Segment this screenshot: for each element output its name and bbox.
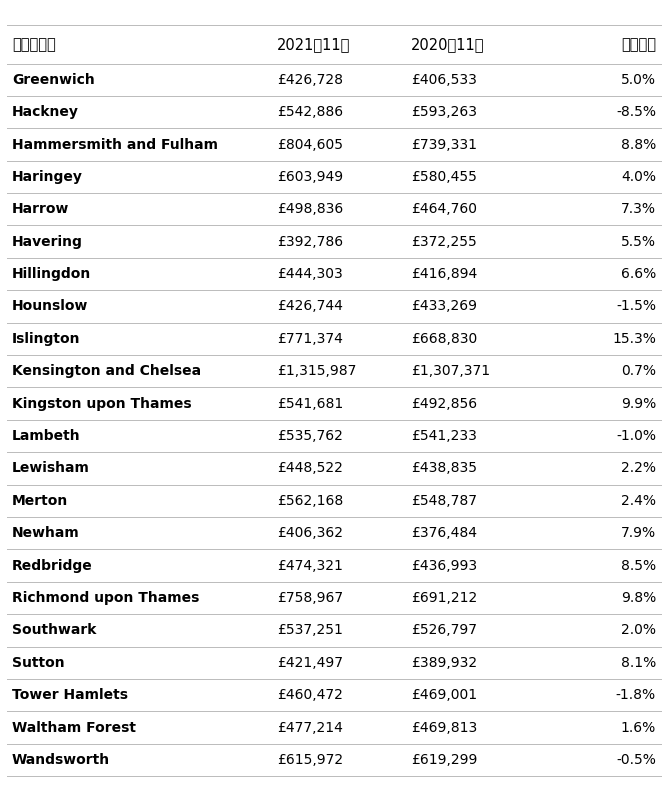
Text: 房价变化: 房价变化 (621, 37, 656, 52)
Text: £421,497: £421,497 (277, 656, 343, 670)
Text: £406,362: £406,362 (277, 526, 343, 540)
Text: £619,299: £619,299 (411, 753, 477, 767)
Text: Haringey: Haringey (12, 170, 83, 184)
Text: £438,835: £438,835 (411, 461, 477, 476)
Text: £376,484: £376,484 (411, 526, 477, 540)
Text: £498,836: £498,836 (277, 202, 343, 216)
Text: Southwark: Southwark (12, 623, 96, 638)
Text: £460,472: £460,472 (277, 688, 343, 702)
Text: -1.5%: -1.5% (616, 299, 656, 314)
Text: -0.5%: -0.5% (616, 753, 656, 767)
Text: £526,797: £526,797 (411, 623, 477, 638)
Text: £739,331: £739,331 (411, 137, 477, 152)
Text: Lambeth: Lambeth (12, 429, 81, 443)
Text: Redbridge: Redbridge (12, 559, 93, 572)
Text: 2.2%: 2.2% (621, 461, 656, 476)
Text: £542,886: £542,886 (277, 105, 343, 119)
Text: Hillingdon: Hillingdon (12, 267, 92, 281)
Text: Newham: Newham (12, 526, 79, 540)
Text: 5.5%: 5.5% (621, 235, 656, 249)
Text: £535,762: £535,762 (277, 429, 343, 443)
Text: £469,813: £469,813 (411, 721, 477, 734)
Text: 0.7%: 0.7% (621, 364, 656, 378)
Text: 7.9%: 7.9% (621, 526, 656, 540)
Text: £691,212: £691,212 (411, 591, 477, 605)
Text: 2021年11月: 2021年11月 (277, 37, 351, 52)
Text: £448,522: £448,522 (277, 461, 343, 476)
Text: Sutton: Sutton (12, 656, 65, 670)
Text: £541,233: £541,233 (411, 429, 477, 443)
Text: Kensington and Chelsea: Kensington and Chelsea (12, 364, 201, 378)
Text: 9.8%: 9.8% (621, 591, 656, 605)
Text: 伦敦行政区: 伦敦行政区 (12, 37, 55, 52)
Text: 1.6%: 1.6% (621, 721, 656, 734)
Text: Harrow: Harrow (12, 202, 69, 216)
Text: -8.5%: -8.5% (616, 105, 656, 119)
Text: Havering: Havering (12, 235, 83, 249)
Text: -1.8%: -1.8% (616, 688, 656, 702)
Text: £433,269: £433,269 (411, 299, 477, 314)
Text: £477,214: £477,214 (277, 721, 343, 734)
Text: £444,303: £444,303 (277, 267, 343, 281)
Text: £615,972: £615,972 (277, 753, 343, 767)
Text: £426,728: £426,728 (277, 73, 343, 87)
Text: Merton: Merton (12, 494, 68, 508)
Text: -1.0%: -1.0% (616, 429, 656, 443)
Text: 8.8%: 8.8% (621, 137, 656, 152)
Text: £1,307,371: £1,307,371 (411, 364, 490, 378)
Text: £389,932: £389,932 (411, 656, 477, 670)
Text: £562,168: £562,168 (277, 494, 343, 508)
Text: Hounslow: Hounslow (12, 299, 88, 314)
Text: Islington: Islington (12, 332, 81, 346)
Text: Richmond upon Thames: Richmond upon Thames (12, 591, 200, 605)
Text: Greenwich: Greenwich (12, 73, 95, 87)
Text: £593,263: £593,263 (411, 105, 477, 119)
Text: £580,455: £580,455 (411, 170, 477, 184)
Text: 8.1%: 8.1% (621, 656, 656, 670)
Text: £548,787: £548,787 (411, 494, 477, 508)
Text: £426,744: £426,744 (277, 299, 343, 314)
Text: Waltham Forest: Waltham Forest (12, 721, 136, 734)
Text: £541,681: £541,681 (277, 397, 343, 410)
Text: £492,856: £492,856 (411, 397, 477, 410)
Text: 2.4%: 2.4% (621, 494, 656, 508)
Text: £392,786: £392,786 (277, 235, 343, 249)
Text: Hackney: Hackney (12, 105, 79, 119)
Text: Lewisham: Lewisham (12, 461, 90, 476)
Text: £436,993: £436,993 (411, 559, 477, 572)
Text: £464,760: £464,760 (411, 202, 477, 216)
Text: 2020年11月: 2020年11月 (411, 37, 484, 52)
Text: 4.0%: 4.0% (621, 170, 656, 184)
Text: 7.3%: 7.3% (621, 202, 656, 216)
Text: 2.0%: 2.0% (621, 623, 656, 638)
Text: £537,251: £537,251 (277, 623, 343, 638)
Text: 6.6%: 6.6% (621, 267, 656, 281)
Text: Hammersmith and Fulham: Hammersmith and Fulham (12, 137, 218, 152)
Text: £406,533: £406,533 (411, 73, 477, 87)
Text: 15.3%: 15.3% (612, 332, 656, 346)
Text: £372,255: £372,255 (411, 235, 476, 249)
Text: £469,001: £469,001 (411, 688, 477, 702)
Text: £1,315,987: £1,315,987 (277, 364, 357, 378)
Text: Kingston upon Thames: Kingston upon Thames (12, 397, 192, 410)
Text: £804,605: £804,605 (277, 137, 343, 152)
Text: Wandsworth: Wandsworth (12, 753, 110, 767)
Text: £474,321: £474,321 (277, 559, 343, 572)
Text: £416,894: £416,894 (411, 267, 477, 281)
Text: £771,374: £771,374 (277, 332, 343, 346)
Text: 5.0%: 5.0% (621, 73, 656, 87)
Text: £603,949: £603,949 (277, 170, 343, 184)
Text: £668,830: £668,830 (411, 332, 477, 346)
Text: 8.5%: 8.5% (621, 559, 656, 572)
Text: Tower Hamlets: Tower Hamlets (12, 688, 128, 702)
Text: 9.9%: 9.9% (621, 397, 656, 410)
Text: £758,967: £758,967 (277, 591, 343, 605)
